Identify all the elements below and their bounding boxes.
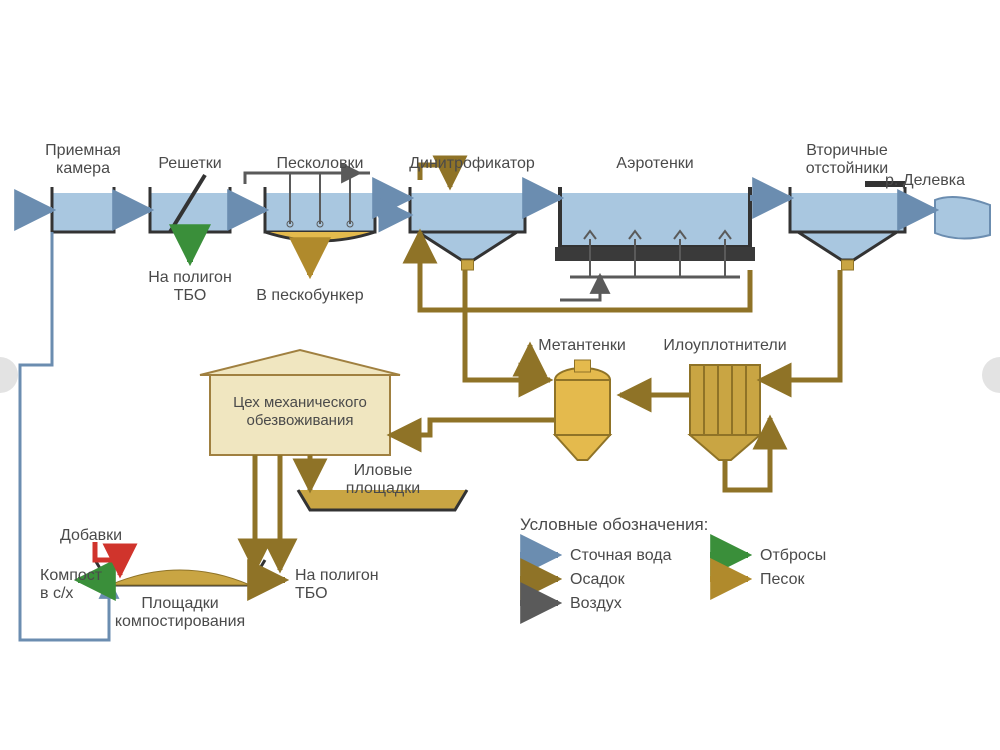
legend-item: Воздух bbox=[570, 595, 622, 612]
tank-screens bbox=[150, 187, 230, 232]
methane-tank bbox=[555, 360, 610, 460]
label-screens: Решетки bbox=[158, 155, 221, 172]
label-dewatering: Цех механическогообезвоживания bbox=[233, 394, 367, 429]
legend-title: Условные обозначения: bbox=[520, 515, 708, 534]
label-denitri: Динитрофикатор bbox=[409, 155, 535, 172]
label-receiving: Приемнаякамера bbox=[45, 142, 121, 177]
label-sandbunker: В пескобункер bbox=[256, 287, 363, 304]
label-thickener: Илоуплотнители bbox=[663, 337, 786, 354]
label-aeration: Аэротенки bbox=[616, 155, 693, 172]
label-silt: Иловыеплощадки bbox=[346, 462, 420, 497]
label-secondary: Вторичныеотстойники bbox=[806, 142, 888, 177]
label-sandtraps: Песколовки bbox=[277, 155, 364, 172]
legend-item: Сточная вода bbox=[570, 547, 672, 564]
canvas-bg bbox=[0, 0, 1000, 750]
legend-item: Песок bbox=[760, 571, 805, 588]
river bbox=[935, 197, 990, 239]
legend-item: Осадок bbox=[570, 571, 626, 588]
label-methane: Метантенки bbox=[538, 337, 626, 354]
tank-receiving bbox=[52, 187, 114, 232]
legend-item: Отбросы bbox=[760, 547, 826, 564]
label-additives: Добавки bbox=[60, 527, 122, 544]
label-river: р. Делевка bbox=[885, 172, 965, 189]
